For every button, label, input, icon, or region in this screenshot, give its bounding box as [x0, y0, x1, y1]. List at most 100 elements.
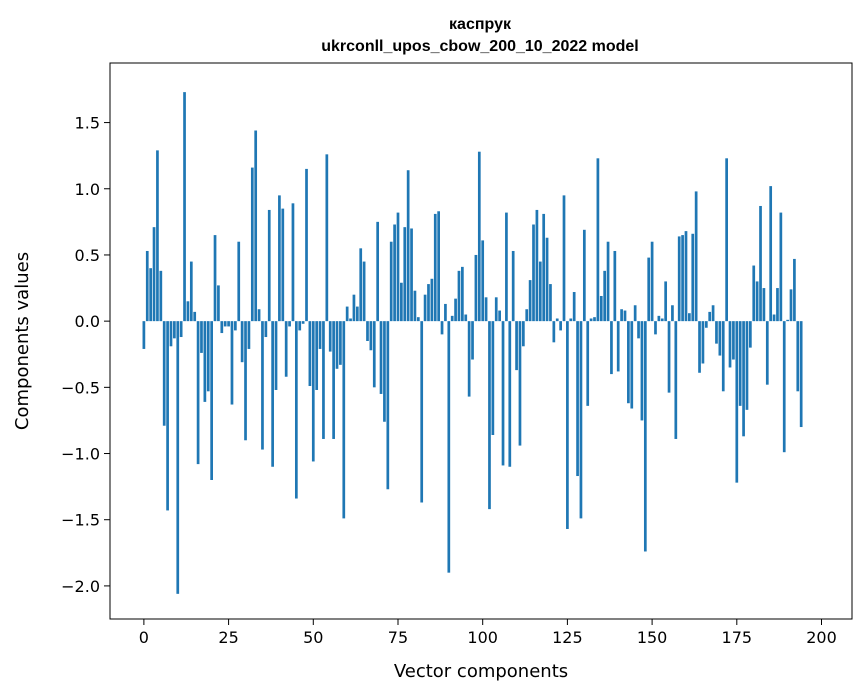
bar-8: [169, 321, 173, 347]
bar-31: [247, 321, 251, 349]
plot-frame: [109, 62, 853, 620]
bar-66: [366, 321, 369, 341]
bar-9: [173, 321, 176, 339]
bar-54: [325, 154, 329, 322]
bar-135: [599, 295, 603, 322]
y-axis-ticks: −2.0 −1.5 −1.0 −0.5 0.0 0.5 1.0 1.5: [61, 114, 110, 596]
bars-group: [142, 92, 803, 594]
bar-173: [728, 321, 732, 368]
y-tick-label: −1.5: [61, 511, 100, 530]
bar-140: [616, 321, 620, 372]
bar-117: [538, 261, 542, 322]
y-tick-label: 1.0: [75, 180, 100, 199]
bar-14: [189, 261, 193, 322]
bar-144: [630, 321, 634, 409]
bar-37: [267, 209, 271, 322]
bar-147: [640, 321, 644, 421]
bar-181: [755, 281, 759, 322]
bar-15: [193, 311, 197, 322]
bar-0: [142, 321, 146, 349]
bar-71: [383, 321, 386, 422]
bar-13: [186, 301, 190, 322]
x-tick-label: 125: [552, 628, 583, 647]
bar-193: [796, 321, 800, 392]
bar-128: [576, 321, 579, 477]
bar-64: [359, 248, 363, 322]
bar-36: [264, 321, 268, 338]
bar-24: [223, 321, 227, 327]
bar-91: [450, 315, 454, 322]
bar-134: [596, 158, 600, 322]
y-tick-label: −0.5: [61, 378, 100, 397]
bar-162: [691, 233, 695, 322]
bar-160: [684, 231, 688, 322]
bar-130: [582, 229, 586, 322]
bar-45: [294, 321, 298, 499]
bar-84: [427, 284, 430, 322]
x-tick-label: 100: [467, 628, 498, 647]
bar-29: [240, 321, 244, 363]
bar-118: [542, 213, 546, 322]
bar-194: [799, 321, 803, 428]
bar-5: [159, 270, 163, 322]
bar-104: [494, 297, 498, 322]
bar-167: [708, 311, 712, 322]
bar-32: [250, 167, 254, 322]
bar-183: [762, 288, 766, 322]
bar-150: [650, 241, 654, 322]
bar-142: [623, 310, 627, 322]
bar-35: [261, 321, 264, 450]
chart-title-line2: ukrconll_upos_cbow_200_10_2022 model: [321, 38, 638, 55]
bar-7: [166, 321, 169, 511]
bar-136: [603, 270, 607, 322]
bar-60: [345, 306, 349, 322]
bar-67: [369, 321, 373, 351]
x-tick-label: 0: [139, 628, 149, 647]
y-tick-label: −2.0: [61, 577, 100, 596]
bar-125: [566, 321, 569, 529]
bar-52: [318, 321, 322, 349]
bar-30: [244, 321, 247, 441]
bar-148: [643, 321, 647, 552]
bar-122: [555, 318, 559, 322]
bar-76: [400, 282, 403, 322]
bar-90: [447, 321, 451, 573]
bar-116: [535, 209, 539, 322]
bar-115: [532, 224, 535, 322]
bar-153: [660, 318, 664, 322]
bar-187: [776, 288, 779, 322]
bar-185: [769, 186, 773, 322]
bar-59: [342, 321, 346, 519]
bar-156: [671, 305, 674, 322]
bar-50: [311, 321, 315, 462]
y-tick-label: 0.0: [75, 312, 100, 331]
bar-2: [149, 268, 153, 322]
bar-85: [430, 278, 434, 322]
bar-98: [474, 254, 478, 322]
bar-69: [376, 221, 380, 322]
bar-127: [572, 292, 576, 322]
bar-107: [505, 212, 508, 322]
bar-80: [413, 290, 417, 322]
bar-40: [278, 195, 281, 322]
bar-108: [508, 321, 512, 467]
bar-180: [752, 265, 756, 322]
bar-58: [339, 321, 342, 365]
bar-100: [481, 240, 485, 322]
bar-72: [386, 321, 390, 490]
bar-113: [525, 309, 529, 322]
bar-110: [515, 321, 518, 371]
bar-12: [183, 92, 186, 322]
bar-94: [461, 266, 464, 322]
bar-25: [227, 321, 230, 327]
bar-81: [416, 317, 420, 322]
x-tick-label: 200: [806, 628, 837, 647]
bar-88: [440, 321, 444, 335]
bar-155: [667, 321, 671, 393]
bar-149: [647, 257, 651, 322]
bar-44: [291, 203, 295, 322]
bar-129: [579, 321, 583, 519]
bar-132: [589, 318, 593, 322]
bar-145: [633, 305, 637, 322]
bar-189: [782, 321, 786, 453]
